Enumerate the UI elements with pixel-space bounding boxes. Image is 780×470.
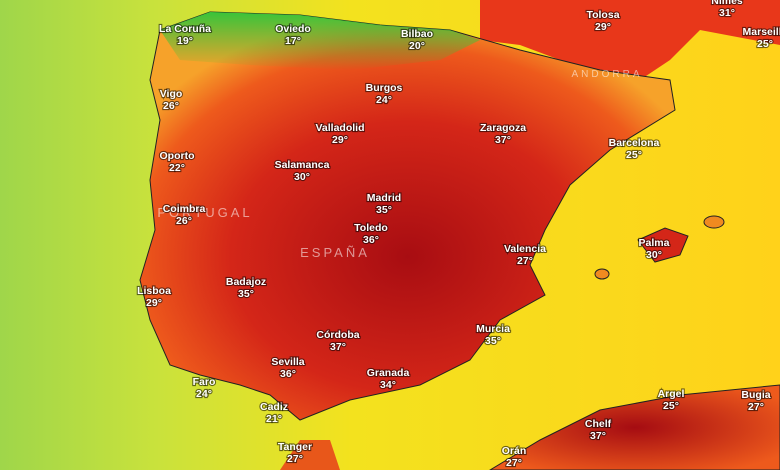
city-name: Badajoz	[226, 276, 266, 288]
france	[480, 0, 780, 80]
city-name: Valladolid	[315, 122, 364, 134]
ibiza	[594, 268, 610, 280]
mallorca	[637, 227, 689, 263]
city-name: Madrid	[367, 192, 401, 204]
city-name: Bugia	[741, 389, 770, 401]
city-name: Zaragoza	[480, 122, 526, 134]
menorca	[703, 215, 725, 229]
city-name: La Coruña	[159, 23, 211, 35]
city-name: Bilbao	[401, 28, 433, 40]
city-temp: 25°	[757, 38, 773, 50]
city-temp: 19°	[177, 35, 193, 47]
city-temp: 27°	[748, 401, 764, 413]
city-name: Valencia	[504, 243, 546, 255]
city-temp: 35°	[238, 288, 254, 300]
region-label: PORTUGAL	[157, 205, 252, 220]
city-name: Granada	[367, 367, 410, 379]
city-temp: 24°	[376, 94, 392, 106]
city-name: Argel	[658, 388, 685, 400]
city-name: Coimbra	[163, 203, 206, 215]
city-temp: 27°	[517, 255, 533, 267]
city-temp: 35°	[376, 204, 392, 216]
city-labels: La Coruña19°Oviedo17°Bilbao20°Tolosa29°N…	[136, 0, 780, 470]
city-name: Chelf	[585, 418, 612, 430]
city-temp: 27°	[506, 457, 522, 469]
city-temp: 29°	[595, 21, 611, 33]
city-name: Oporto	[160, 150, 195, 162]
city-name: Sevilla	[271, 356, 304, 368]
city-name: Tanger	[278, 441, 312, 453]
city-name: Burgos	[366, 82, 403, 94]
city-temp: 27°	[287, 453, 303, 465]
city-temp: 30°	[646, 249, 662, 261]
city-name: Marseille	[743, 26, 780, 38]
cantabria	[160, 12, 480, 70]
city-name: Salamanca	[275, 159, 330, 171]
city-temp: 37°	[590, 430, 606, 442]
city-temp: 17°	[285, 35, 301, 47]
city-temp: 31°	[719, 7, 735, 19]
city-temp: 34°	[380, 379, 396, 391]
city-name: Faro	[193, 376, 216, 388]
city-temp: 36°	[280, 368, 296, 380]
city-name: Murcia	[476, 323, 510, 335]
city-temp: 21°	[266, 413, 282, 425]
city-temp: 26°	[163, 100, 179, 112]
city-name: Nimes	[711, 0, 743, 7]
city-name: Tolosa	[586, 9, 619, 21]
region-label: ANDORRA	[571, 69, 642, 80]
city-name: Córdoba	[316, 329, 359, 341]
city-temp: 29°	[146, 297, 162, 309]
region-label: ESPAÑA	[300, 245, 370, 260]
north-africa	[489, 384, 780, 470]
city-name: Orán	[502, 445, 527, 457]
city-temp: 35°	[485, 335, 501, 347]
city-temp: 37°	[495, 134, 511, 146]
city-name: Vigo	[160, 88, 183, 100]
city-temp: 36°	[363, 234, 379, 246]
city-temp: 24°	[196, 388, 212, 400]
morocco	[280, 440, 340, 470]
city-name: Palma	[639, 237, 670, 249]
city-temp: 30°	[294, 171, 310, 183]
city-temp: 25°	[663, 400, 679, 412]
iberia	[139, 11, 676, 421]
city-name: Lisboa	[137, 285, 171, 297]
city-temp: 29°	[332, 134, 348, 146]
city-temp: 37°	[330, 341, 346, 353]
city-name: Oviedo	[275, 23, 311, 35]
city-name: Cadiz	[260, 401, 288, 413]
city-temp: 26°	[176, 215, 192, 227]
city-temp: 20°	[409, 40, 425, 52]
city-temp: 25°	[626, 149, 642, 161]
city-temp: 22°	[169, 162, 185, 174]
city-name: Toledo	[354, 222, 388, 234]
city-name: Barcelona	[609, 137, 660, 149]
